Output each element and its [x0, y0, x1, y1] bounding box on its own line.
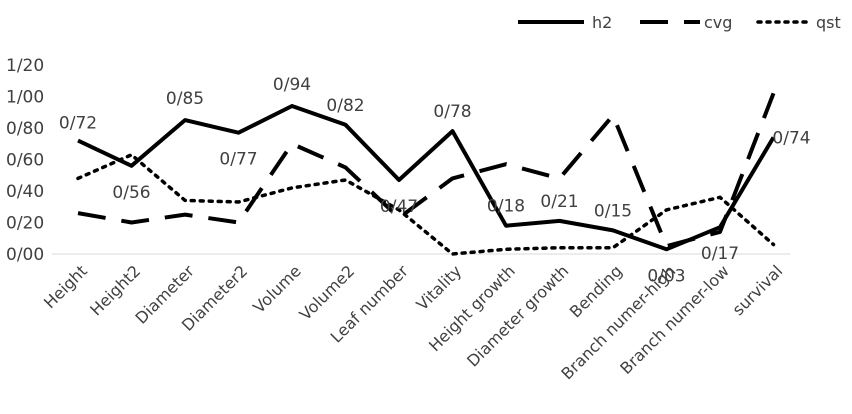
y-tick-label-0-60: 0/60	[6, 151, 44, 171]
x-tick-label-diameter-growth: Diameter growth	[463, 261, 572, 370]
data-label-h2-branch-numer-high: 0/03	[647, 266, 685, 286]
series-line-cvg	[77, 92, 776, 249]
y-axis-tick-labels: 0/00 0/20 0/40 0/60 0/80 1/00 1/20	[6, 56, 44, 265]
data-label-h2-survival: 0/74	[772, 128, 810, 148]
y-tick-label-0-00: 0/00	[6, 245, 44, 265]
data-label-h2-diameter: 0/85	[166, 89, 204, 109]
y-tick-label-1-00: 1/00	[6, 88, 44, 108]
legend: h2 cvg qst	[518, 13, 841, 32]
y-tick-label-1-20: 1/20	[6, 56, 44, 76]
y-tick-label-0-80: 0/80	[6, 119, 44, 139]
data-label-h2-diameter-growth: 0/21	[540, 192, 578, 212]
series-line-h2	[77, 104, 776, 252]
data-label-h2-branch-numer-low: 0/17	[701, 244, 739, 264]
data-label-h2-diameter2: 0/77	[219, 150, 257, 170]
x-tick-label-survival: survival	[729, 261, 787, 319]
y-tick-label-0-20: 0/20	[6, 214, 44, 234]
data-label-h2-vitality: 0/78	[433, 102, 471, 122]
y-tick-label-0-40: 0/40	[6, 182, 44, 202]
data-label-h2-bending: 0/15	[594, 201, 632, 221]
data-labels: 0/72 0/56 0/85 0/77 0/94 0/82 0/47 0/78 0/18 0/21…	[59, 75, 811, 286]
data-label-h2-height: 0/72	[59, 114, 97, 134]
data-label-h2-height-growth: 0/18	[487, 197, 525, 217]
legend-label-qst: qst	[816, 13, 841, 32]
series-line-qst	[76, 153, 776, 256]
data-label-h2-leaf-number: 0/47	[380, 197, 418, 217]
series-lines	[76, 92, 776, 256]
legend-label-h2: h2	[592, 13, 612, 32]
data-label-h2-volume2: 0/82	[326, 96, 364, 116]
data-label-h2-height2: 0/56	[112, 183, 150, 203]
x-tick-label-vitality: Vitality	[412, 261, 465, 314]
legend-label-cvg: cvg	[704, 13, 732, 32]
x-axis-tick-labels: HeightHeight2DiameterDiameter2VolumeVolu…	[40, 261, 786, 383]
x-tick-label-height: Height	[40, 261, 91, 312]
data-label-h2-volume: 0/94	[273, 75, 311, 95]
